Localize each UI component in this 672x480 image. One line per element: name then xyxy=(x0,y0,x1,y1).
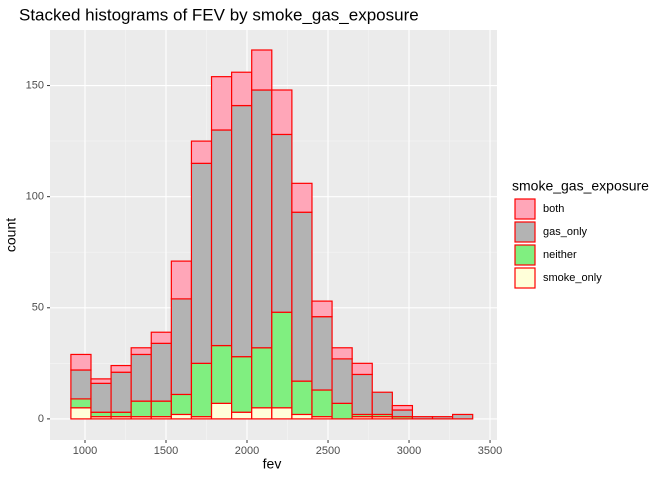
bar-segment xyxy=(311,300,333,318)
bar-segment xyxy=(331,347,353,360)
y-tick-label: 50 xyxy=(32,302,44,314)
bar-segment xyxy=(190,140,213,164)
bar-segment xyxy=(231,71,253,107)
bar-segment xyxy=(90,378,112,384)
bar-segment xyxy=(391,404,414,411)
legend-label: both xyxy=(543,203,564,215)
bar-segment xyxy=(210,402,233,420)
bar-segment xyxy=(70,353,92,371)
bar-segment xyxy=(210,76,233,131)
bar-segment xyxy=(411,416,434,420)
bar-segment xyxy=(351,373,373,416)
bar-segment xyxy=(251,407,273,420)
bar-segment xyxy=(231,411,253,420)
x-tick-label: 3500 xyxy=(478,445,502,457)
bar-segment xyxy=(150,400,172,418)
bar-segment xyxy=(70,369,92,400)
x-tick-label: 3000 xyxy=(397,445,421,457)
bar-segment xyxy=(431,416,454,420)
bar-segment xyxy=(271,311,293,409)
y-tick-label: 150 xyxy=(26,79,44,91)
bar-segment xyxy=(170,298,193,396)
bar-segment xyxy=(110,364,132,373)
bar-segment xyxy=(251,89,273,349)
bar-segment xyxy=(190,162,213,364)
bar-segment xyxy=(391,409,414,418)
bar-segment xyxy=(351,362,373,376)
bar-segment xyxy=(331,402,353,420)
axes: 1000 1500 2000 2500 3000 3500 0 50 100 150 xyxy=(26,79,503,456)
bar-segment xyxy=(452,413,474,420)
bar-segment xyxy=(331,358,353,404)
bar-segment xyxy=(311,316,333,391)
x-tick-label: 2500 xyxy=(316,445,340,457)
bar-segment xyxy=(271,133,293,313)
bar-segment xyxy=(110,411,132,418)
chart-title: Stacked histograms of FEV by smoke_gas_e… xyxy=(19,5,419,24)
legend-title: smoke_gas_exposure xyxy=(512,178,649,194)
y-axis-label: count xyxy=(3,218,19,252)
bar-segment xyxy=(231,104,253,358)
bar-segment xyxy=(271,407,293,420)
bar-segment xyxy=(190,362,213,418)
bar-segment xyxy=(150,331,172,344)
bars xyxy=(70,49,474,420)
bar-segment xyxy=(291,413,313,420)
bar-segment xyxy=(170,260,193,300)
legend-label: smoke_only xyxy=(543,272,602,284)
bar-segment xyxy=(311,389,333,418)
bar-segment xyxy=(210,344,233,404)
y-tick-label: 100 xyxy=(26,191,44,203)
bar-segment xyxy=(291,182,313,213)
bar-segment xyxy=(251,347,273,409)
bar-segment xyxy=(231,356,253,413)
bar-segment xyxy=(90,411,112,418)
bar-segment xyxy=(70,398,92,409)
bar-segment xyxy=(271,89,293,136)
legend-key xyxy=(514,244,536,266)
x-tick-label: 1500 xyxy=(154,445,178,457)
x-tick-label: 2000 xyxy=(235,445,259,457)
bar-segment xyxy=(251,49,273,91)
bar-segment xyxy=(70,407,92,420)
legend-key xyxy=(514,267,536,289)
legend-key xyxy=(514,221,536,243)
bar-segment xyxy=(90,382,112,413)
legend-label: gas_only xyxy=(543,226,588,238)
bar-segment xyxy=(150,342,172,402)
bar-segment xyxy=(110,371,132,413)
bar-segment xyxy=(210,129,233,347)
bar-segment xyxy=(130,400,152,418)
bar-segment xyxy=(170,413,193,420)
bar-segment xyxy=(371,391,393,416)
legend-key xyxy=(514,198,536,220)
x-tick-label: 1000 xyxy=(73,445,97,457)
legend-label: neither xyxy=(543,249,577,261)
bar-segment xyxy=(170,393,193,416)
x-axis-label: fev xyxy=(263,456,282,472)
bar-segment xyxy=(291,211,313,382)
y-tick-label: 0 xyxy=(38,413,44,425)
bar-segment xyxy=(291,380,313,416)
bar-segment xyxy=(130,347,152,356)
bar-segment xyxy=(130,353,152,402)
